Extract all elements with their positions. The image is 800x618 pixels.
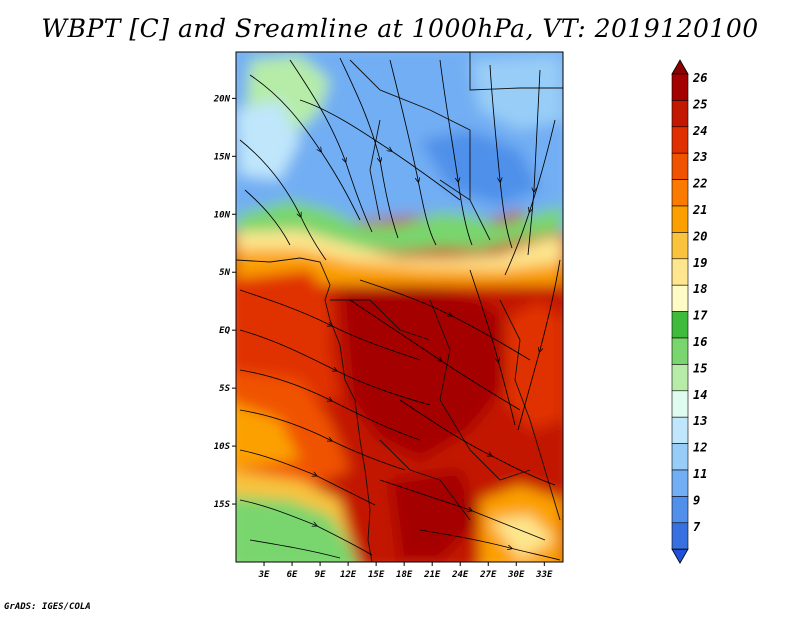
colorbar-label: 12 [693, 441, 707, 455]
lat-tick-label: 20N [213, 94, 231, 104]
lat-tick-label: 15S [214, 500, 231, 510]
lon-tick-label: 9E [315, 570, 326, 580]
colorbar-swatch [671, 126, 689, 154]
colorbar-label: 19 [693, 256, 707, 270]
colorbar-swatch [671, 364, 689, 392]
colorbar-swatch [671, 496, 689, 524]
colorbar-label: 26 [692, 71, 707, 85]
colorbar-label: 9 [693, 493, 700, 507]
chart-title: WBPT [C] and Sreamline at 1000hPa, VT: 2… [41, 14, 759, 43]
colorbar-label: 11 [693, 467, 707, 481]
colorbar: 26 25 24 23 22 21 20 19 18 17 16 15 14 13 12 11 9 7 [671, 59, 708, 565]
colorbar-swatch [671, 205, 689, 233]
colorbar-swatch [671, 284, 689, 312]
lon-tick-label: 12E [340, 570, 357, 580]
colorbar-swatch [671, 469, 689, 497]
colorbar-swatch [671, 152, 689, 180]
lon-tick-label: 18E [396, 570, 413, 580]
colorbar-swatch [671, 258, 689, 286]
colorbar-label: 22 [692, 177, 707, 191]
map-frame [235, 51, 564, 563]
longitude-axis: 3E 6E 9E 12E 15E 18E 21E 24E 27E 30E 33E [258, 562, 553, 580]
colorbar-swatch [671, 522, 689, 550]
colorbar-swatch [671, 100, 689, 128]
lon-tick-label: 24E [451, 570, 469, 580]
colorbar-label: 13 [693, 414, 707, 428]
lat-tick-label: 10N [214, 210, 231, 220]
latitude-axis: 20N 15N 10N 5N EQ 5S 10S 15S [213, 94, 236, 510]
lat-tick-label: EQ [219, 326, 230, 336]
colorbar-label: 16 [693, 335, 707, 349]
colorbar-swatch [671, 73, 689, 101]
colorbar-swatch [671, 390, 689, 418]
lon-tick-label: 33E [535, 570, 553, 580]
colorbar-label: 17 [693, 309, 708, 323]
colorbar-swatch [671, 311, 689, 339]
colorbar-label: 24 [692, 124, 707, 138]
colorbar-top-arrow [671, 59, 689, 75]
colorbar-swatch [671, 232, 689, 260]
colorbar-swatch [671, 443, 689, 471]
lon-tick-label: 3E [258, 570, 270, 580]
lon-tick-label: 27E [479, 570, 497, 580]
lon-tick-label: 21E [423, 570, 441, 580]
colorbar-label: 14 [693, 388, 707, 402]
colorbar-label: 7 [693, 520, 701, 534]
colorbar-label: 21 [692, 203, 707, 217]
lon-tick-label: 6E [287, 570, 298, 580]
lat-tick-label: 5S [219, 384, 230, 394]
colorbar-label: 20 [692, 229, 707, 243]
colorbar-label: 23 [692, 150, 707, 164]
colorbar-label: 18 [693, 282, 707, 296]
colorbar-bottom-arrow [671, 548, 689, 565]
colorbar-swatch [671, 179, 689, 207]
colorbar-swatch [671, 416, 689, 444]
lon-tick-label: 15E [368, 570, 385, 580]
colorbar-label: 25 [692, 97, 707, 111]
lat-tick-label: 5N [219, 268, 230, 278]
lon-tick-label: 30E [507, 570, 525, 580]
colorbar-swatch [671, 337, 689, 365]
lat-tick-label: 15N [214, 152, 231, 162]
lat-tick-label: 10S [214, 442, 231, 452]
wbpt-field [236, 52, 563, 562]
grads-credit: GrADS: IGES/COLA [4, 602, 91, 612]
colorbar-label: 15 [693, 361, 707, 375]
